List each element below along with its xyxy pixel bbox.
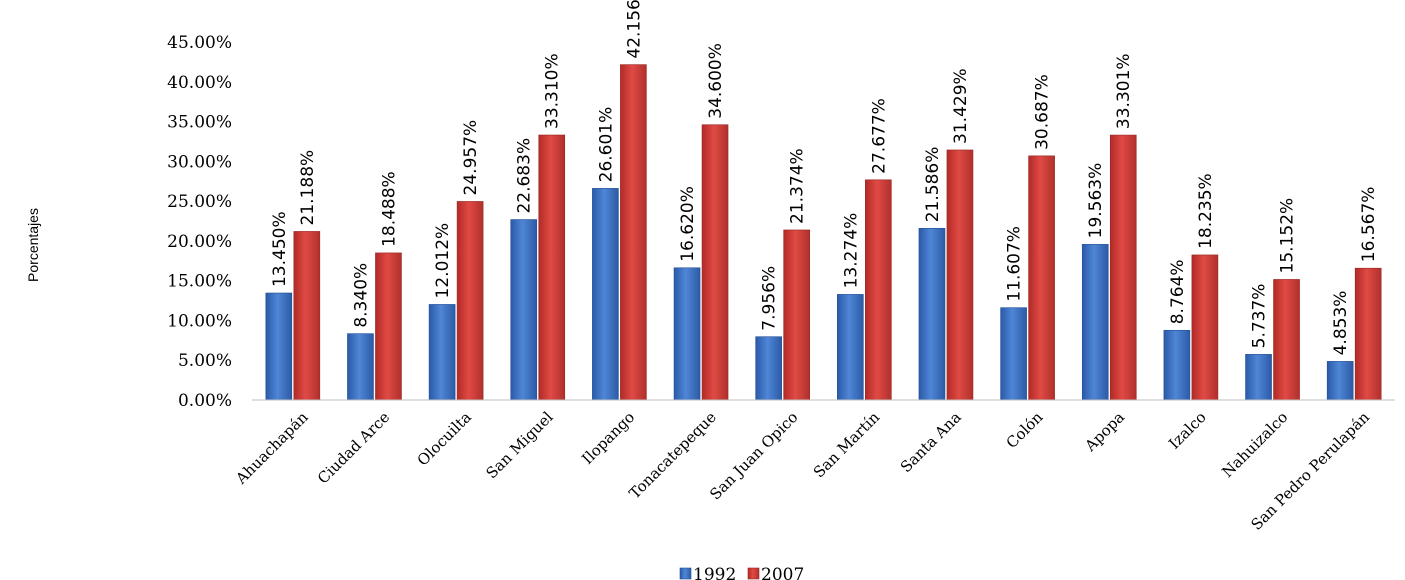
bar-1992 bbox=[347, 333, 374, 401]
bar-1992 bbox=[428, 304, 456, 401]
bar-2007 bbox=[1354, 267, 1382, 401]
data-label: 8.764% bbox=[1168, 259, 1188, 324]
bar-1992 bbox=[1163, 329, 1191, 401]
legend-label: 2007 bbox=[761, 565, 804, 580]
data-label: 30.687% bbox=[1033, 74, 1053, 150]
bar-2007 bbox=[375, 252, 402, 401]
data-label: 42.156% bbox=[624, 0, 644, 59]
bar-1992 bbox=[265, 292, 293, 401]
y-tick-label: 15.00% bbox=[167, 272, 232, 292]
data-label: 11.607% bbox=[1005, 226, 1025, 302]
data-label: 13.274% bbox=[841, 213, 861, 289]
data-label: 16.620% bbox=[678, 186, 698, 262]
data-label: 8.340% bbox=[351, 263, 371, 328]
data-label: 27.677% bbox=[869, 98, 889, 174]
data-label: 7.956% bbox=[760, 266, 780, 331]
bar-2007 bbox=[1191, 254, 1219, 401]
bar-1992 bbox=[1326, 361, 1354, 401]
category-label: San Miguel bbox=[483, 408, 557, 482]
category-label: Colón bbox=[1003, 408, 1047, 452]
data-label: 19.563% bbox=[1086, 163, 1106, 239]
y-tick-label: 40.00% bbox=[167, 73, 232, 93]
legend-label: 1992 bbox=[693, 565, 736, 580]
y-tick-label: 25.00% bbox=[167, 192, 232, 212]
bar-2007 bbox=[620, 64, 647, 401]
data-label: 21.586% bbox=[923, 147, 943, 223]
category-label: Apopa bbox=[1081, 408, 1128, 455]
category-label: Nahuizalco bbox=[1218, 408, 1291, 481]
category-label: Olocuilta bbox=[414, 408, 475, 469]
y-tick-label: 10.00% bbox=[167, 311, 232, 331]
bar-2007 bbox=[293, 231, 321, 401]
data-label: 15.152% bbox=[1278, 198, 1298, 274]
data-label: 21.374% bbox=[788, 148, 808, 224]
y-tick-label: 5.00% bbox=[178, 351, 232, 371]
legend-swatch-1992 bbox=[679, 567, 692, 580]
y-tick-label: 20.00% bbox=[167, 232, 232, 252]
data-label: 21.188% bbox=[298, 150, 318, 226]
y-tick-label: 35.00% bbox=[167, 113, 232, 133]
category-label: Tonacatepeque bbox=[626, 408, 720, 502]
category-label: Ahuachapán bbox=[232, 408, 312, 488]
bar-2007 bbox=[701, 124, 729, 401]
bar-2007 bbox=[456, 201, 484, 401]
bar-1992 bbox=[918, 227, 946, 401]
bar-2007 bbox=[1028, 155, 1055, 401]
data-label: 5.737% bbox=[1250, 284, 1270, 349]
category-label: Santa Ana bbox=[897, 408, 965, 476]
data-labels: 13.450% 8.340% 12.012% 22.683% 26.601% 16.620… bbox=[270, 0, 1379, 355]
category-labels: Ahuachapán Ciudad Arce Olocuilta San Miguel… bbox=[232, 408, 1374, 534]
category-label: San Martín bbox=[810, 408, 884, 482]
bar-1992 bbox=[1245, 354, 1272, 401]
legend-swatch-2007 bbox=[747, 567, 760, 580]
bar-1992 bbox=[1081, 244, 1109, 401]
data-label: 12.012% bbox=[433, 223, 453, 299]
bar-2007 bbox=[946, 149, 974, 401]
category-label: San Juan Opico bbox=[706, 408, 801, 503]
bar-2007 bbox=[1273, 279, 1300, 401]
data-label: 18.235% bbox=[1196, 173, 1216, 249]
data-label: 31.429% bbox=[951, 68, 971, 144]
data-label: 18.488% bbox=[379, 171, 399, 247]
legend: 1992 2007 bbox=[679, 565, 804, 580]
bar-1992 bbox=[1000, 307, 1027, 401]
category-label: Ciudad Arce bbox=[314, 408, 393, 487]
bar-2007 bbox=[538, 134, 566, 401]
bar-2007 bbox=[783, 229, 810, 401]
bar-1992 bbox=[592, 188, 619, 401]
category-label: Ilopango bbox=[578, 408, 638, 468]
bar-1992 bbox=[510, 219, 538, 401]
bar-1992 bbox=[673, 267, 701, 401]
y-tick-label: 0.00% bbox=[178, 391, 232, 411]
data-label: 33.310% bbox=[543, 53, 563, 129]
data-label: 24.957% bbox=[461, 120, 481, 196]
data-label: 22.683% bbox=[515, 138, 535, 214]
bars bbox=[265, 64, 1382, 401]
bar-2007 bbox=[865, 179, 892, 401]
y-tick-label: 45.00% bbox=[167, 33, 232, 53]
y-axis-ticks: 0.00% 5.00% 10.00% 15.00% 20.00% 25.00% 30.00%… bbox=[167, 33, 232, 411]
y-tick-label: 30.00% bbox=[167, 152, 232, 172]
data-label: 4.853% bbox=[1331, 291, 1351, 356]
data-label: 33.301% bbox=[1114, 53, 1134, 129]
data-label: 34.600% bbox=[706, 43, 726, 119]
bar-1992 bbox=[755, 336, 782, 401]
data-label: 13.450% bbox=[270, 211, 290, 287]
category-label: Izalco bbox=[1165, 408, 1210, 453]
data-label: 26.601% bbox=[596, 107, 616, 183]
data-label: 16.567% bbox=[1359, 187, 1379, 263]
bar-2007 bbox=[1109, 134, 1137, 401]
bar-1992 bbox=[837, 294, 864, 401]
y-axis-label: Porcentajes bbox=[25, 208, 41, 282]
